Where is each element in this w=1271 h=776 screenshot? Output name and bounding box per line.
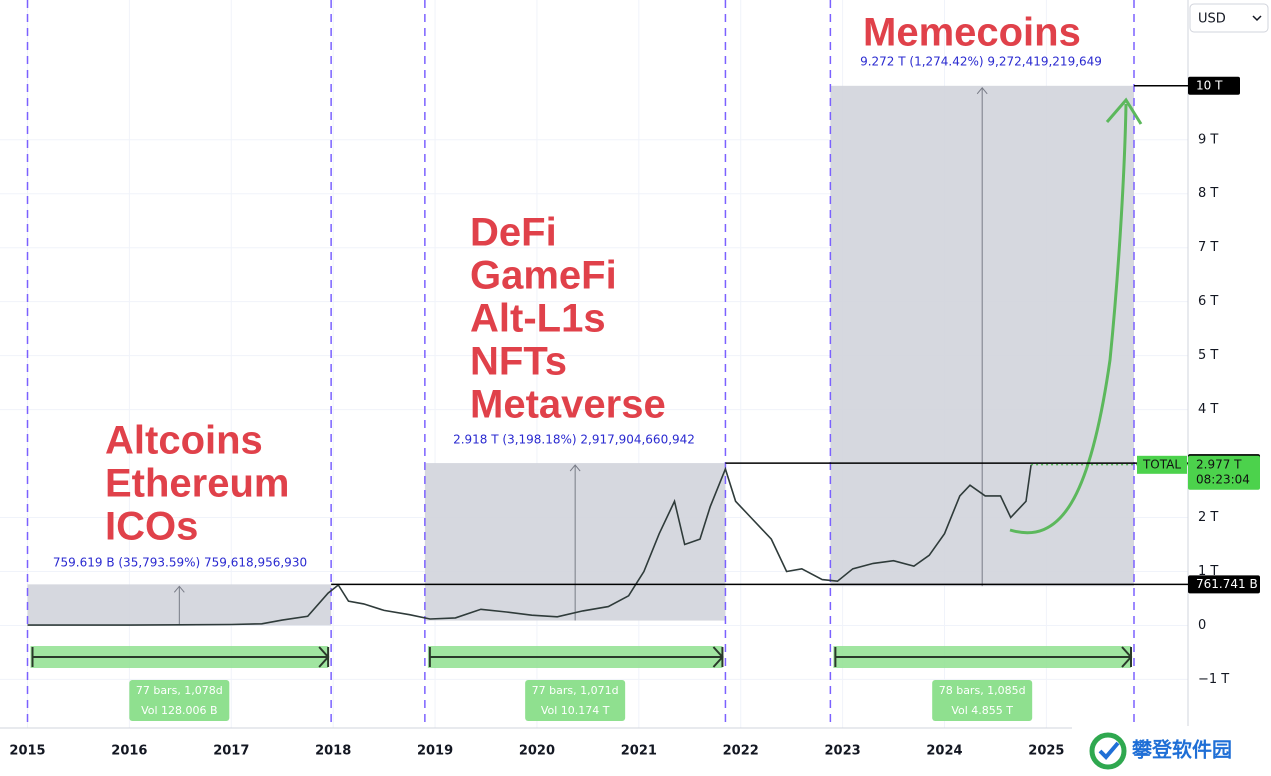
narrative: Metaverse (470, 383, 666, 427)
x-tick-label: 2018 (315, 744, 351, 759)
y-tick-label: −1 T (1198, 672, 1229, 687)
range-bars: 77 bars, 1,078d (136, 684, 223, 697)
watermark-check (1098, 741, 1120, 760)
narrative: ICOs (105, 505, 198, 549)
countdown: 08:23:04 (1196, 472, 1250, 486)
measure-arrow-head (173, 585, 185, 593)
date-range-info (129, 680, 230, 721)
x-tick-label: 2020 (519, 744, 555, 759)
x-tick-label: 2024 (926, 744, 962, 759)
range-change: 9.272 T (1,274.42%) 9,272,419,219,649 (860, 55, 1102, 69)
y-tick-label: 9 T (1198, 132, 1218, 147)
date-range-info (525, 680, 626, 721)
y-tick-label: 8 T (1198, 186, 1218, 201)
last-price: 2.977 T (1196, 457, 1242, 471)
range-volume: Vol 128.006 B (141, 704, 217, 717)
y-tick-label: 6 T (1198, 294, 1218, 309)
narrative: DeFi (470, 211, 557, 255)
currency-select[interactable]: USD (1189, 3, 1269, 33)
x-tick-label: 2022 (723, 744, 759, 759)
level-label: 10 T (1196, 78, 1223, 92)
measure-arrow-head (569, 464, 581, 472)
currency-box[interactable] (1189, 3, 1269, 33)
narrative: Ethereum (105, 462, 290, 506)
price-line (27, 464, 1032, 626)
range-bars: 77 bars, 1,071d (532, 684, 619, 697)
x-tick-label: 2017 (213, 744, 249, 759)
projection-arrow (1009, 103, 1128, 535)
level-label-bg (1188, 76, 1240, 95)
y-tick-label: 0 (1198, 618, 1206, 633)
level-label: 761.741 B (1196, 577, 1258, 591)
series-name: TOTAL (1142, 457, 1181, 471)
watermark: 攀登软件园 (1131, 738, 1232, 762)
range-volume: Vol 10.174 T (541, 704, 610, 717)
range-volume: Vol 4.855 T (951, 704, 1013, 717)
currency[interactable]: USD (1198, 12, 1226, 27)
narrative: Alt-L1s (470, 297, 606, 341)
narrative: Memecoins (863, 11, 1081, 55)
x-tick-label: 2016 (111, 744, 147, 759)
y-tick-label: 4 T (1198, 402, 1218, 417)
x-tick-label: 2015 (9, 744, 45, 759)
level-label-bg (1188, 575, 1260, 594)
series-name-bg (1137, 455, 1187, 474)
x-tick-label: 2019 (417, 744, 453, 759)
range-change: 2.918 T (3,198.18%) 2,917,904,660,942 (453, 433, 695, 447)
x-tick-label: 2023 (825, 744, 861, 759)
x-tick-label: 2021 (621, 744, 657, 759)
date-range-info (932, 680, 1033, 721)
watermark-logo (1089, 732, 1127, 770)
narrative: NFTs (470, 340, 567, 384)
chevron[interactable] (1252, 15, 1262, 22)
date-range-arrow (712, 646, 724, 668)
projection-arrow-head (1105, 97, 1143, 125)
x-tick-label: 2025 (1028, 744, 1064, 759)
y-tick-label: 5 T (1198, 348, 1218, 363)
measure-arrow-head (976, 87, 988, 95)
narrative: GameFi (470, 254, 617, 298)
date-range-arrow (318, 646, 330, 668)
y-tick-label: 2 T (1198, 510, 1218, 525)
range-change: 759.619 B (35,793.59%) 759,618,956,930 (53, 556, 307, 570)
range-bars: 78 bars, 1,085d (939, 684, 1026, 697)
y-tick-label: 1 T (1198, 564, 1218, 579)
last-price-bg (1188, 455, 1260, 490)
narrative: Altcoins (105, 419, 263, 463)
y-tick-label: 7 T (1198, 240, 1218, 255)
date-range-arrow (1121, 646, 1133, 668)
